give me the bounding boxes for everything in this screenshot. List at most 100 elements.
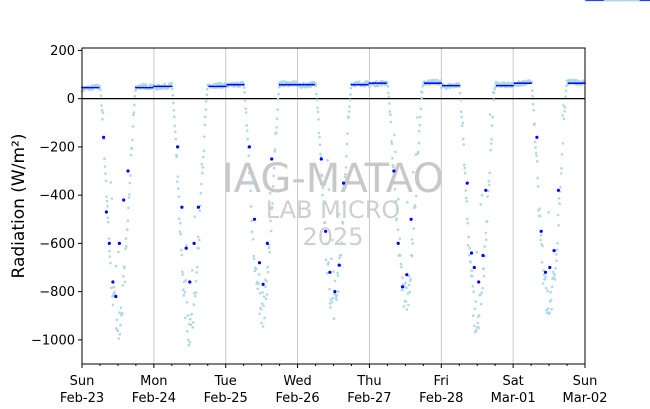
light-data-point [472, 324, 476, 328]
dark-data-point [337, 263, 341, 267]
light-data-point [174, 137, 178, 141]
light-data-point [554, 267, 557, 270]
light-data-point [247, 154, 250, 157]
light-data-point [191, 326, 195, 329]
light-data-point [171, 94, 175, 97]
light-data-point [488, 171, 492, 175]
dark-data-point [311, 83, 314, 86]
light-data-point [489, 148, 493, 152]
dark-data-point [184, 246, 188, 250]
dark-data-point [385, 82, 387, 85]
x-tick-date: Feb-24 [132, 391, 176, 406]
light-data-point [484, 238, 488, 241]
dark-data-point [593, 0, 595, 1]
light-data-point [176, 180, 179, 183]
light-data-point [479, 302, 483, 306]
light-data-point [119, 323, 122, 327]
light-data-point [188, 340, 192, 344]
dark-data-point [400, 285, 405, 289]
y-tick-label: −400 [39, 189, 75, 204]
dark-data-point [552, 249, 556, 253]
light-data-point [470, 269, 474, 272]
light-data-point [463, 166, 467, 170]
dark-data-point [567, 82, 570, 85]
light-data-point [118, 332, 122, 336]
light-data-point [177, 187, 180, 190]
dark-data-point [425, 82, 428, 85]
dark-data-point [144, 86, 146, 89]
light-data-point [347, 110, 351, 113]
light-data-point [182, 288, 185, 292]
dark-data-point [569, 82, 571, 85]
light-data-point [101, 111, 105, 114]
light-data-point [330, 300, 334, 304]
light-data-point [399, 262, 403, 266]
light-data-point [121, 284, 125, 287]
dark-data-point [126, 169, 130, 173]
light-data-point [543, 277, 547, 281]
dark-data-point [503, 84, 506, 87]
light-data-point [276, 97, 280, 101]
light-data-point [267, 246, 271, 250]
light-data-point [492, 91, 496, 95]
dark-data-point [236, 83, 239, 86]
light-data-point [346, 132, 349, 135]
light-data-point [477, 326, 481, 330]
dark-data-point [434, 82, 437, 85]
light-data-point [182, 294, 186, 297]
light-data-point [122, 275, 125, 278]
light-data-point [471, 314, 475, 317]
y-tick-label: 0 [67, 92, 75, 107]
dark-data-point [284, 83, 287, 86]
light-data-point [474, 328, 478, 332]
light-data-point [183, 291, 187, 294]
light-data-point [344, 173, 347, 176]
light-data-point [465, 200, 469, 203]
dark-data-point [221, 85, 224, 88]
dark-data-point [278, 83, 281, 86]
light-data-point [191, 269, 194, 272]
light-data-point [333, 279, 337, 283]
light-data-point [482, 267, 486, 271]
light-data-point [328, 302, 332, 305]
dark-data-point [239, 83, 242, 86]
light-data-point [530, 89, 534, 92]
light-data-point [389, 120, 393, 124]
light-data-point [419, 107, 423, 111]
light-data-point [133, 95, 137, 98]
dark-data-point [443, 84, 446, 87]
light-data-point [377, 84, 380, 87]
dark-data-point [579, 82, 582, 85]
dark-data-point [154, 85, 157, 88]
light-data-point [281, 80, 284, 83]
dark-data-point [85, 86, 88, 89]
dark-data-point [373, 82, 375, 85]
light-data-point [266, 270, 270, 274]
dark-data-point [591, 0, 594, 1]
light-data-point [114, 264, 118, 268]
light-data-point [199, 192, 203, 195]
light-data-point [179, 221, 182, 225]
light-data-point [186, 329, 189, 333]
dark-data-point [350, 83, 353, 86]
dark-data-point [164, 85, 167, 88]
light-data-point [329, 306, 332, 309]
light-data-point [493, 87, 497, 91]
light-data-point [415, 179, 419, 183]
light-data-point [481, 286, 485, 290]
light-data-point [320, 174, 324, 178]
dark-data-point [160, 85, 163, 88]
light-data-point [545, 311, 549, 315]
light-data-point [125, 245, 128, 248]
dark-data-point [440, 82, 443, 85]
light-data-point [129, 174, 132, 177]
dark-data-point [600, 0, 603, 1]
dark-data-point [515, 82, 517, 85]
light-data-point [110, 197, 114, 200]
dark-data-point [157, 85, 160, 88]
light-data-point [533, 140, 537, 144]
dark-data-point [122, 198, 126, 202]
dark-data-point [365, 83, 368, 86]
light-data-point [180, 253, 184, 257]
light-data-point [511, 81, 514, 85]
